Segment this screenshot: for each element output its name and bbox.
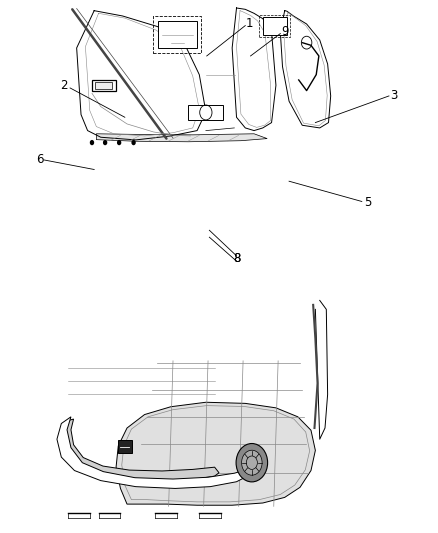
FancyBboxPatch shape — [158, 21, 197, 48]
Polygon shape — [61, 419, 219, 481]
Polygon shape — [57, 417, 250, 488]
Text: 6: 6 — [35, 154, 43, 166]
FancyBboxPatch shape — [92, 80, 116, 91]
Circle shape — [117, 140, 121, 146]
Text: 5: 5 — [364, 196, 371, 209]
Circle shape — [131, 140, 136, 146]
FancyBboxPatch shape — [188, 105, 223, 120]
Circle shape — [242, 450, 262, 475]
Text: 8: 8 — [233, 252, 240, 265]
Polygon shape — [96, 134, 267, 142]
Text: 2: 2 — [60, 79, 67, 92]
FancyBboxPatch shape — [95, 82, 112, 89]
Text: 9: 9 — [281, 26, 289, 38]
Text: 3: 3 — [391, 90, 398, 102]
Polygon shape — [116, 402, 315, 505]
Circle shape — [236, 443, 268, 482]
FancyBboxPatch shape — [263, 17, 287, 35]
Text: 8: 8 — [233, 252, 240, 265]
FancyBboxPatch shape — [118, 440, 132, 454]
Circle shape — [90, 140, 94, 146]
Text: 1: 1 — [246, 18, 254, 30]
Circle shape — [103, 140, 107, 146]
